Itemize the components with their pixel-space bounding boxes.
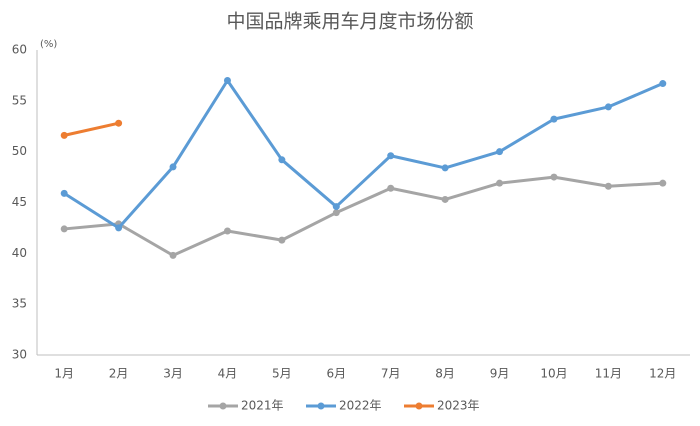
y-tick-label: 55: [12, 93, 27, 107]
point: [496, 148, 504, 156]
y-tick-label: 60: [12, 43, 27, 57]
point: [115, 119, 123, 127]
legend-marker: [415, 402, 423, 410]
x-tick-label: 5月: [272, 367, 292, 381]
x-tick-label: 1月: [54, 367, 74, 381]
x-tick-label: 8月: [435, 367, 455, 381]
point: [332, 209, 340, 217]
point: [60, 131, 68, 139]
point: [115, 224, 123, 232]
series-line: [64, 175, 663, 257]
point: [441, 164, 449, 172]
x-tick-label: 4月: [218, 367, 238, 381]
x-tick-label: 6月: [326, 367, 346, 381]
legend-marker: [219, 402, 227, 410]
point: [659, 179, 667, 187]
chart-title: 中国品牌乘用车月度市场份额: [226, 11, 473, 33]
point: [223, 227, 231, 235]
point: [332, 203, 340, 211]
point: [387, 152, 395, 160]
y-tick-label: 50: [12, 144, 27, 158]
point: [278, 236, 286, 244]
point: [496, 179, 504, 187]
x-tick-label: 7月: [381, 367, 401, 381]
x-tick-label: 2月: [109, 367, 129, 381]
legend-label: 2021年: [241, 399, 284, 413]
point: [223, 77, 231, 84]
y-tick-label: 35: [12, 297, 27, 311]
point: [550, 173, 558, 181]
series-line: [63, 79, 664, 230]
point: [60, 225, 68, 233]
x-tick-label: 3月: [163, 367, 183, 381]
y-tick-label: 40: [12, 246, 27, 260]
point: [387, 184, 395, 192]
point: [60, 189, 68, 197]
x-tick-label: 9月: [490, 367, 510, 381]
point: [604, 103, 612, 111]
legend-label: 2022年: [339, 399, 382, 413]
x-tick-label: 12月: [649, 367, 676, 381]
point: [278, 156, 286, 164]
series-line: [63, 121, 119, 137]
y-tick-label: 45: [12, 195, 27, 209]
x-tick-label: 11月: [595, 367, 622, 381]
y-unit: (%): [40, 39, 57, 50]
legend-label: 2023年: [437, 399, 480, 413]
point: [169, 163, 177, 171]
point: [441, 195, 449, 203]
y-tick-label: 30: [12, 348, 27, 362]
point: [169, 251, 177, 259]
point: [550, 115, 558, 123]
x-tick-label: 10月: [540, 367, 567, 381]
point: [604, 182, 612, 190]
point: [659, 80, 667, 88]
legend-marker: [317, 402, 325, 410]
